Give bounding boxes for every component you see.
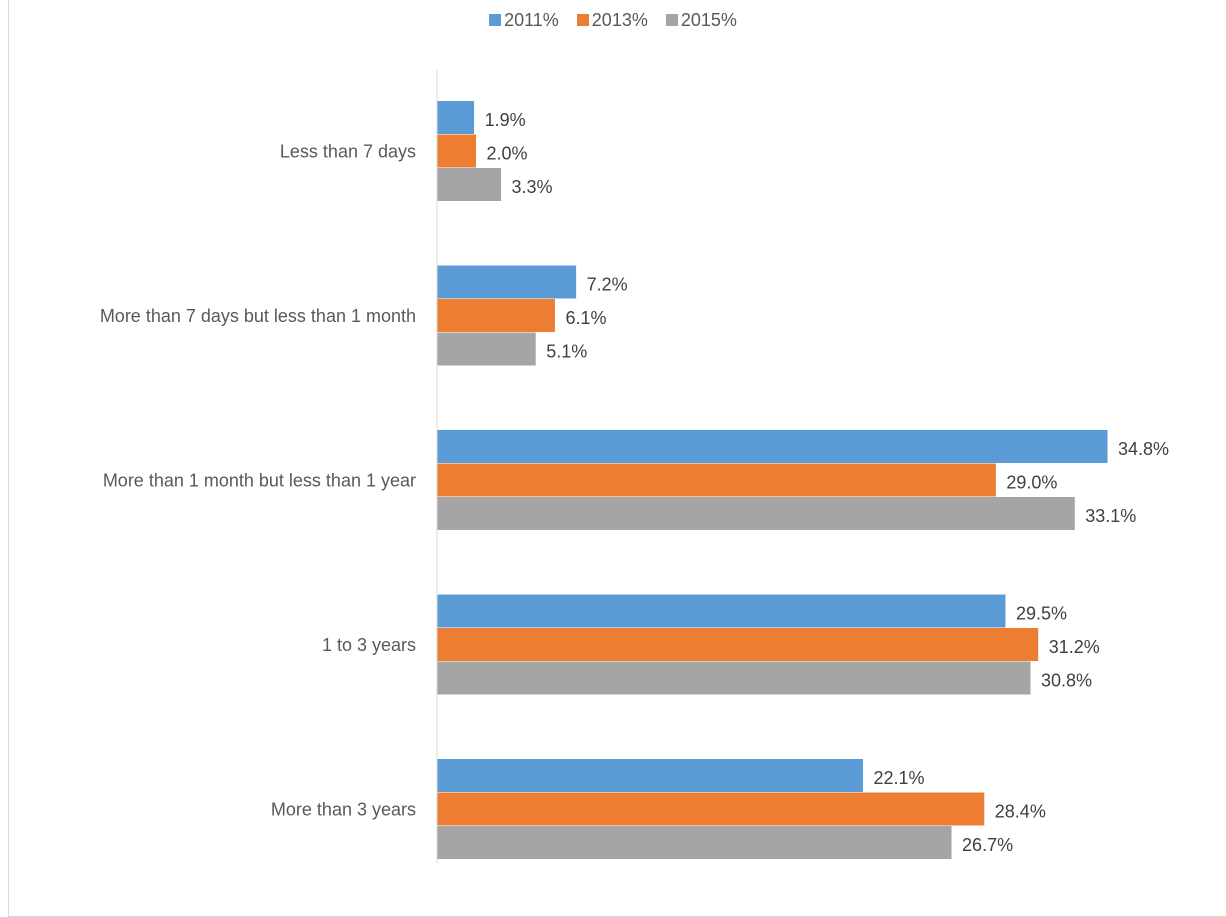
data-label: 29.5%	[1016, 603, 1067, 623]
bar	[437, 792, 985, 826]
data-label: 28.4%	[995, 801, 1046, 821]
bar	[437, 299, 555, 332]
legend-label: 2011%	[504, 10, 559, 30]
category-label: More than 3 years	[271, 799, 416, 819]
category-label: More than 1 month but less than 1 year	[103, 470, 416, 490]
bar	[437, 265, 577, 299]
bar	[437, 497, 1075, 530]
data-label: 33.1%	[1085, 506, 1136, 526]
legend-swatch	[665, 14, 678, 26]
bar	[437, 661, 1031, 695]
data-label: 6.1%	[565, 308, 606, 328]
bar	[437, 463, 996, 497]
data-label: 26.7%	[962, 835, 1013, 855]
legend: 2011% 2013% 2015%	[0, 9, 1226, 31]
bar	[437, 134, 477, 168]
category-label: More than 7 days but less than 1 month	[100, 306, 416, 326]
legend-item: 2013%	[576, 9, 648, 31]
data-label: 30.8%	[1041, 670, 1092, 690]
data-label: 22.1%	[873, 768, 924, 788]
data-label: 3.3%	[512, 177, 553, 197]
bar	[437, 168, 502, 201]
legend-swatch	[576, 14, 589, 26]
legend-label: 2013%	[591, 10, 648, 30]
data-label: 29.0%	[1006, 472, 1057, 492]
data-label: 1.9%	[485, 110, 526, 130]
legend-label: 2015%	[680, 10, 737, 30]
category-label: 1 to 3 years	[322, 635, 416, 655]
bar	[437, 759, 863, 792]
chart-frame-left	[8, 0, 9, 917]
data-label: 5.1%	[546, 341, 587, 361]
category-label: Less than 7 days	[280, 141, 416, 161]
bar	[437, 101, 475, 134]
data-label: 34.8%	[1118, 439, 1169, 459]
data-label: 7.2%	[587, 274, 628, 294]
bar	[437, 594, 1006, 628]
legend-item: 2015%	[665, 9, 737, 31]
legend-item: 2011%	[489, 9, 559, 31]
bar	[437, 332, 536, 366]
bar	[437, 628, 1039, 661]
data-label: 31.2%	[1049, 637, 1100, 657]
bar	[437, 826, 952, 859]
data-label: 2.0%	[487, 143, 528, 163]
legend-swatch	[489, 14, 502, 26]
bar	[437, 430, 1108, 463]
